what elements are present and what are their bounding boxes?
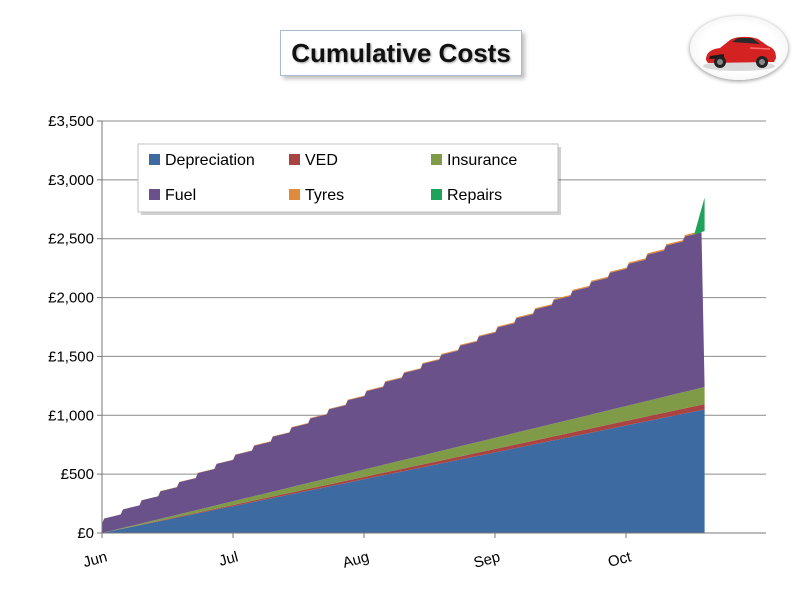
legend-label: Depreciation bbox=[165, 152, 255, 169]
y-tick-label: £1,000 bbox=[48, 407, 94, 424]
y-tick-label: £2,500 bbox=[48, 231, 94, 248]
x-tick-label: Oct bbox=[606, 548, 634, 571]
legend-swatch bbox=[431, 154, 442, 165]
x-tick-label: Sep bbox=[472, 548, 502, 571]
legend-label: Fuel bbox=[165, 187, 196, 204]
axes: £0 £500 £1,000 £1,500 £2,000 £2,500 £3,000 £3,5… bbox=[48, 113, 766, 572]
legend-label: VED bbox=[305, 152, 338, 169]
legend-label: Tyres bbox=[305, 187, 344, 204]
area-repairs bbox=[694, 197, 705, 235]
legend-swatch bbox=[289, 189, 300, 200]
legend-swatch bbox=[289, 154, 300, 165]
legend-box bbox=[137, 143, 559, 213]
legend-label: Repairs bbox=[447, 187, 502, 204]
y-tick-label: £3,000 bbox=[48, 172, 94, 189]
x-tick-label: Jun bbox=[81, 548, 109, 571]
legend-swatch bbox=[431, 189, 442, 200]
y-tick-label: £500 bbox=[61, 466, 94, 483]
legend-swatch bbox=[149, 189, 160, 200]
legend-swatch bbox=[149, 154, 160, 165]
area-series bbox=[102, 197, 705, 533]
chart-title-box: Cumulative Costs bbox=[280, 30, 522, 76]
legend-label: Insurance bbox=[447, 152, 517, 169]
y-tick-label: £0 bbox=[77, 525, 94, 542]
x-tick-label: Aug bbox=[341, 548, 371, 571]
y-tick-label: £3,500 bbox=[48, 113, 94, 130]
car-icon bbox=[703, 36, 776, 71]
area-ved bbox=[102, 404, 705, 533]
area-fuel bbox=[102, 232, 705, 533]
y-tick-label: £1,500 bbox=[48, 348, 94, 365]
y-tick-label: £2,000 bbox=[48, 290, 94, 307]
legend: Depreciation VED Insurance Fuel Tyres Repairs bbox=[137, 143, 561, 215]
car-logo bbox=[690, 16, 788, 80]
area-tyres bbox=[102, 231, 702, 524]
chart-title: Cumulative Costs bbox=[291, 37, 511, 68]
x-tick-label: Jul bbox=[217, 548, 240, 569]
